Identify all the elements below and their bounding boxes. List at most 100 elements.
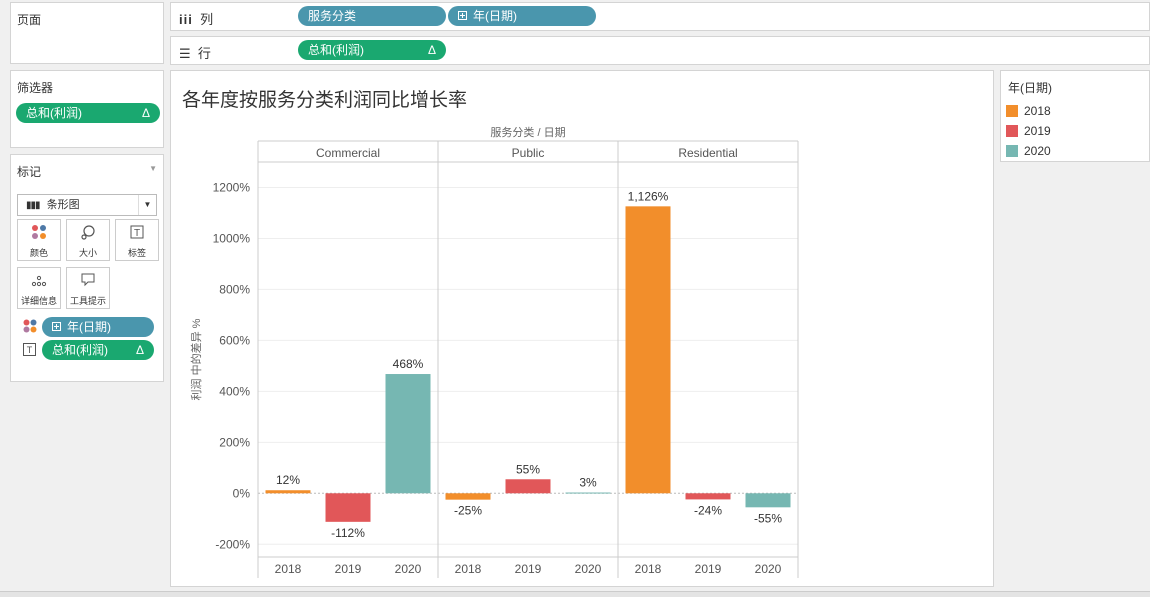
group-header-public: Public	[512, 146, 545, 160]
marks-field-year-label: 年(日期)	[67, 320, 111, 334]
pages-panel: 页面	[10, 2, 164, 64]
marks-panel: 标记 ▼ ▮▮▮ 条形图 ▼ 颜色 大小 T 标签 详细信息 工具提示	[10, 154, 164, 382]
label-button[interactable]: T 标签	[115, 219, 159, 261]
legend-swatch	[1006, 125, 1018, 137]
size-button[interactable]: 大小	[66, 219, 110, 261]
data-label: -25%	[454, 504, 482, 518]
delta-icon: Δ	[141, 106, 150, 120]
svg-text:T: T	[27, 345, 33, 355]
data-label: 12%	[276, 473, 300, 487]
data-label: -24%	[694, 503, 722, 517]
text-label-icon: T	[116, 224, 158, 246]
rows-icon: ☰	[179, 46, 191, 61]
bar-chart: 服务分类 / 日期 -200% 0% 200% 400% 600% 800% 1000% 120…	[189, 125, 799, 578]
columns-shelf-label: iii 列	[179, 9, 213, 28]
bar-residential-2020	[745, 493, 791, 508]
legend-swatch	[1006, 105, 1018, 117]
y-tick-label: 400%	[219, 384, 250, 398]
column-header-label: 服务分类 / 日期	[490, 125, 565, 139]
rows-label-text: 行	[197, 46, 211, 61]
size-icon	[67, 224, 109, 246]
chevron-down-icon: ▼	[138, 195, 156, 215]
marks-title: 标记	[17, 165, 42, 179]
legend-item-2018[interactable]: 2018	[1006, 103, 1051, 119]
chart-title: 各年度按服务分类利润同比增长率	[182, 89, 468, 111]
bar-residential-2018	[625, 206, 671, 494]
y-tick-label: 1000%	[213, 231, 251, 245]
marks-field-year[interactable]: 年(日期)	[42, 317, 154, 337]
columns-pill-year[interactable]: 年(日期)	[448, 6, 596, 26]
pages-title: 页面	[17, 13, 42, 27]
legend-item-2019[interactable]: 2019	[1006, 123, 1051, 139]
detail-button-label: 详细信息	[20, 296, 57, 306]
bar-commercial-2020	[385, 374, 431, 494]
columns-pill-year-label: 年(日期)	[473, 9, 517, 23]
legend-item-label: 2018	[1024, 104, 1051, 118]
y-tick-label: -200%	[215, 537, 250, 551]
data-label: -55%	[754, 511, 782, 525]
filter-pill-label: 总和(利润)	[26, 106, 82, 120]
y-tick-label: 600%	[219, 333, 250, 347]
x-tick-label: 2020	[575, 562, 602, 576]
data-label: 1,126%	[628, 189, 669, 203]
legend-item-label: 2019	[1024, 124, 1051, 138]
marks-field-profit-label: 总和(利润)	[52, 343, 108, 357]
tooltip-icon	[67, 272, 109, 294]
bar-public-2018	[445, 493, 491, 500]
filters-panel: 筛选器 总和(利润) Δ	[10, 70, 164, 148]
legend-item-2020[interactable]: 2020	[1006, 143, 1051, 159]
marks-field-profit[interactable]: 总和(利润) Δ	[42, 340, 154, 360]
x-tick-label: 2018	[635, 562, 662, 576]
mark-type-select[interactable]: ▮▮▮ 条形图 ▼	[17, 194, 157, 216]
x-tick-label: 2018	[275, 562, 302, 576]
legend-swatch	[1006, 145, 1018, 157]
data-label: 468%	[393, 357, 424, 371]
bar-public-2019	[505, 479, 551, 494]
columns-label-text: 列	[200, 12, 214, 27]
rows-shelf: ☰ 行 总和(利润) Δ	[170, 36, 1150, 65]
chart-panel: 各年度按服务分类利润同比增长率 服务分类 / 日期 -200% 0% 200% 400%…	[170, 70, 994, 587]
data-label: -112%	[331, 526, 365, 540]
detail-button[interactable]: 详细信息	[17, 267, 61, 309]
detail-dots-icon	[18, 272, 60, 294]
columns-pill-service[interactable]: 服务分类	[298, 6, 446, 26]
size-button-label: 大小	[78, 248, 97, 258]
delta-icon: Δ	[427, 43, 436, 57]
legend-item-label: 2020	[1024, 144, 1051, 158]
bar-commercial-2019	[325, 493, 371, 522]
bar-commercial-2018	[265, 490, 311, 494]
color-dots-icon	[18, 224, 60, 246]
label-button-label: 标签	[127, 248, 146, 258]
delta-icon: Δ	[135, 343, 144, 357]
y-tick-label: 1200%	[213, 180, 251, 194]
rows-pill-profit[interactable]: 总和(利润) Δ	[298, 40, 446, 60]
columns-pill-service-label: 服务分类	[308, 9, 357, 23]
data-label: 55%	[516, 462, 540, 476]
tooltip-button[interactable]: 工具提示	[66, 267, 110, 309]
x-tick-label: 2019	[335, 562, 362, 576]
filter-pill-profit[interactable]: 总和(利润) Δ	[16, 103, 160, 123]
y-axis-title: 利润 中的差异 %	[189, 318, 203, 400]
x-tick-label: 2019	[515, 562, 542, 576]
legend-title: 年(日期)	[1008, 81, 1052, 95]
label-field-icon: T	[23, 343, 36, 359]
x-tick-label: 2018	[455, 562, 482, 576]
color-field-icon	[23, 319, 37, 336]
x-tick-label: 2020	[395, 562, 422, 576]
marks-collapse-icon[interactable]: ▼	[149, 164, 157, 173]
columns-icon: iii	[179, 12, 193, 27]
expand-plus-icon	[52, 322, 61, 331]
color-button-label: 颜色	[29, 248, 48, 258]
bar-chart-icon: ▮▮▮	[26, 200, 40, 211]
svg-text:T: T	[134, 228, 140, 239]
color-button[interactable]: 颜色	[17, 219, 61, 261]
data-label: 3%	[579, 476, 597, 490]
y-tick-label: 200%	[219, 435, 250, 449]
group-header-residential: Residential	[678, 146, 737, 160]
tooltip-button-label: 工具提示	[69, 296, 106, 306]
y-tick-label: 0%	[233, 486, 251, 500]
filters-title: 筛选器	[17, 81, 54, 95]
bar-residential-2019	[685, 493, 731, 500]
mark-type-label: 条形图	[46, 199, 80, 211]
columns-shelf: iii 列 服务分类 年(日期)	[170, 2, 1150, 31]
